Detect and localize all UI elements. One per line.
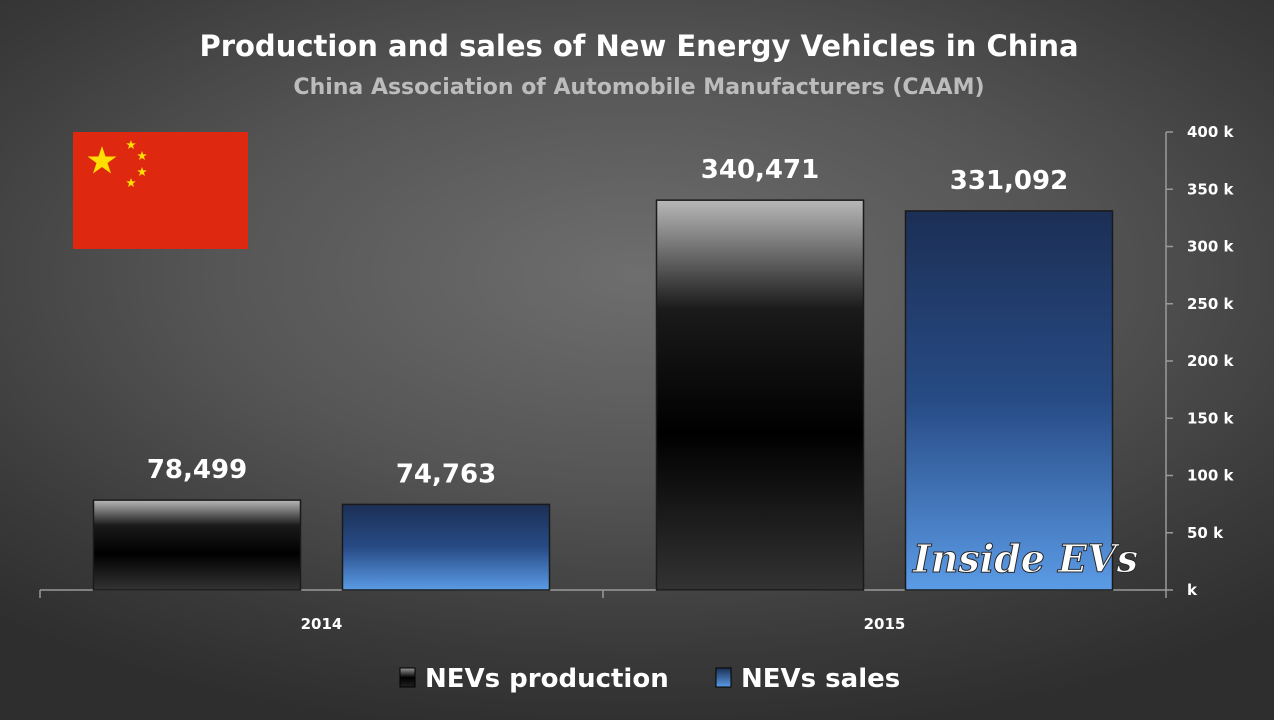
y-tick-label: 400 k	[1187, 123, 1235, 141]
flag-small-star-icon	[137, 167, 147, 176]
data-label: 78,499	[147, 455, 247, 485]
x-axis: 2014 2015	[301, 615, 906, 633]
y-tick-label: 350 k	[1187, 180, 1235, 198]
bars-group: 78,499 74,763 340,471 331,092	[92, 155, 1114, 591]
x-category-label: 2014	[301, 615, 343, 633]
y-tick-label: 200 k	[1187, 352, 1235, 370]
chart-subtitle: China Association of Automobile Manufact…	[293, 75, 984, 100]
chart-title: Production and sales of New Energy Vehic…	[199, 29, 1078, 63]
legend-swatch-sales	[715, 667, 732, 688]
flag-small-star-icon	[126, 178, 136, 187]
data-label: 331,092	[950, 166, 1068, 196]
bar-sales-2015	[904, 210, 1114, 591]
y-tick-label: 250 k	[1187, 295, 1235, 313]
flag-small-star-icon	[126, 140, 136, 149]
flag-large-star-icon	[87, 146, 117, 174]
y-axis: k 50 k 100 k 150 k 200 k 250 k 300 k 350 k 400 k	[1166, 123, 1235, 599]
x-category-label: 2015	[864, 615, 906, 633]
y-tick-label: k	[1187, 581, 1198, 599]
legend: NEVs production NEVs sales	[399, 664, 900, 694]
data-label: 74,763	[396, 459, 496, 489]
flag-small-star-icon	[137, 151, 147, 160]
y-tick-label: 50 k	[1187, 524, 1224, 542]
y-tick-label: 300 k	[1187, 238, 1235, 256]
bar-production-2014	[92, 499, 302, 591]
legend-label-production: NEVs production	[425, 664, 669, 694]
bar-production-2015	[655, 199, 865, 591]
y-tick-label: 100 k	[1187, 467, 1235, 485]
watermark-logo: Inside EVs	[912, 536, 1138, 581]
china-flag	[73, 132, 248, 249]
legend-label-sales: NEVs sales	[741, 664, 900, 694]
bar-sales-2014	[341, 503, 551, 591]
y-tick-label: 150 k	[1187, 409, 1235, 427]
legend-swatch-production	[399, 667, 416, 688]
data-label: 340,471	[701, 155, 819, 185]
